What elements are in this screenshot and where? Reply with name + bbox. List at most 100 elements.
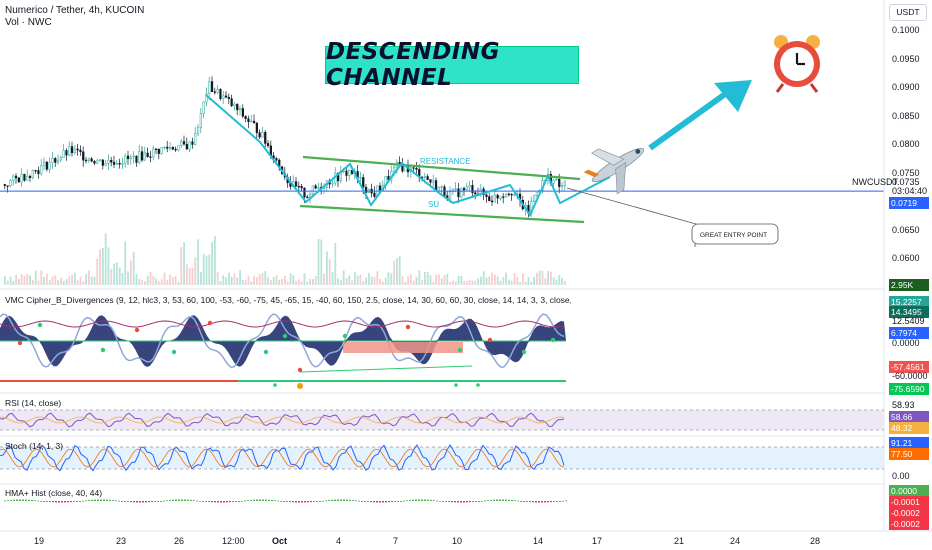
volume-bar [256,277,258,285]
candle-down [185,143,188,150]
volume-bar [323,273,325,285]
volume-bar [446,273,449,285]
volume-bar [340,280,342,285]
volume-bar [141,280,143,285]
candle-down [297,186,300,188]
stoch-d-tag: 77.50 [889,448,929,460]
candle-up [261,131,264,138]
volume-bar [502,277,505,285]
volume-bar [328,259,331,285]
candle-down [6,185,9,187]
volume-bar [62,281,65,285]
volume-bar [513,272,516,285]
hma-bar [514,500,516,502]
volume-bar [415,276,418,285]
hma-bar [367,501,369,502]
volume-bar [57,280,59,285]
volume-bar [244,280,247,285]
candle-down [126,155,130,160]
volume-bar [110,268,113,285]
candle-down [118,162,121,165]
rsi-ma-line [0,416,565,424]
candle-up [552,179,555,184]
stoch-axis-label: 0.00 [892,471,910,481]
vmc-signal-dot [134,327,140,333]
volume-bar [382,281,384,285]
volume-bar [74,272,76,285]
hma-value-tag: -0.0002 [889,507,929,519]
hma-bar [343,499,345,501]
hma-bar [103,499,105,501]
candle-down [507,193,510,196]
candle-up [98,159,102,162]
candle-up [168,146,172,149]
candle-down [219,88,222,99]
candle-down [236,103,239,111]
volume-bar [233,273,236,285]
volume-bar [166,280,169,285]
hma-bar [511,500,513,501]
volume-bar [320,239,323,285]
hma-bar [4,500,6,502]
hma-bar [79,501,81,502]
time-tick-label: 4 [336,536,342,546]
hma-bar [430,499,432,501]
candle-down [373,192,376,197]
time-tick-label: 7 [393,536,399,546]
volume-bar [267,277,269,285]
currency-button[interactable]: USDT [889,4,927,21]
hma-bar [298,501,300,503]
hma-bar [199,500,201,502]
candle-down [135,155,138,163]
candle-up [188,141,191,150]
hma-bar [46,501,48,502]
volume-bar [370,276,373,285]
candle-up [9,180,12,187]
vmc-signal-dot [457,347,463,353]
volume-bar [365,277,367,285]
stoch-k-line [0,444,565,472]
volume-bar [516,277,519,285]
candle-down [362,177,365,188]
hma-bar [259,499,261,501]
volume-bar [485,277,488,285]
volume-bar [177,281,180,285]
hma-bar [118,500,120,502]
volume-bar [278,280,281,285]
volume-bar [270,279,272,285]
hma-bar [64,501,66,503]
candle-down [294,181,298,187]
price-tick-label: 0.0950 [892,53,920,64]
price-tick-label: 0.1000 [892,25,920,35]
hma-bar [97,499,99,501]
candle-up [563,180,566,186]
volume-bar [466,281,468,285]
vmc-value-tag: 6.7974 [889,327,929,339]
candle-down [110,160,113,163]
volume-bar [40,270,43,285]
vmc-small-dot [476,383,480,387]
hma-bar [43,501,45,502]
hma-bar [559,501,561,502]
candle-down [14,175,18,179]
volume-bar [172,277,174,285]
volume-bar [496,276,499,285]
symbol-title: Numerico / Tether, 4h, KUCOIN [5,5,145,16]
volume-bar [51,276,54,285]
vmc-money-flow-area [0,315,566,367]
hma-bar [418,499,420,501]
candle-up [199,113,202,128]
time-tick-label: 17 [592,536,603,546]
volume-bar [421,280,423,285]
candle-down [76,148,79,151]
vmc-signal-dot [521,349,527,355]
hma-bar [100,499,102,501]
volume-bar [356,275,359,285]
vmc-value-tag: -75.6590 [889,383,929,395]
candle-up [504,193,508,198]
candle-up [59,157,62,161]
candle-down [82,151,85,161]
hma-bar [235,501,237,502]
